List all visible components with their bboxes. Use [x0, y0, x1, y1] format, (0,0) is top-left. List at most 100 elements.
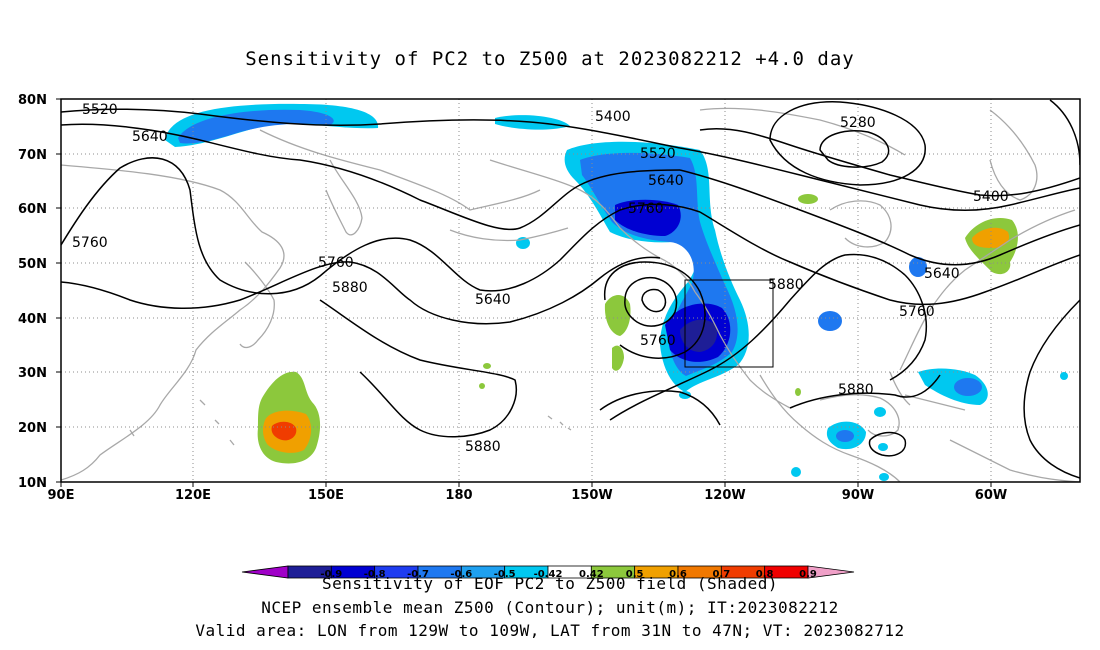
map-plot-area: 5520 5640 5760 5880 5400 5520 5640 5760 …: [61, 99, 1080, 482]
lat-label: 10N: [18, 476, 47, 491]
shade-neg-plume-dark: [615, 199, 681, 236]
lon-label: 90E: [48, 488, 75, 503]
coast-kamchatka: [325, 159, 363, 236]
shade-neg-patch-13: [879, 473, 889, 481]
map-frame: [60, 98, 1081, 483]
coast-mexico: [759, 374, 901, 482]
colorbar: -0.9 -0.8 -0.7 -0.6 -0.5 -0.42 0.42 0.5 0.6 0.7 0.…: [241, 565, 855, 580]
lat-label: 60N: [18, 202, 47, 217]
contour-5640-east: [679, 169, 1080, 266]
colorbar-tick-label: -0.8: [364, 569, 386, 580]
contour-label: 5520: [640, 146, 676, 162]
colorbar-tick-label: 0.6: [669, 569, 687, 580]
coast-siberia: [259, 129, 541, 211]
coast-pacific-islands: [129, 399, 235, 446]
contour-gulf-ring: [868, 431, 907, 457]
coast-greenland: [989, 109, 1038, 201]
contour-5880-east: [609, 253, 906, 421]
contour-5880-mexico: [789, 374, 941, 409]
colorbar-title: Sensitivity of EOF PC2 to Z500 field (Sh…: [322, 574, 778, 593]
shade-neg-patch-10: [791, 467, 801, 477]
shade-neg-patch-9: [878, 443, 888, 451]
contour-5520-west: [61, 108, 681, 149]
shade-pos-patch-2: [483, 363, 491, 369]
lat-label: 70N: [18, 148, 47, 163]
contour-label: 5880: [838, 382, 874, 398]
contour-5880-se: [889, 274, 927, 381]
footer-valid-area: Valid area: LON from 129W to 109W, LAT f…: [195, 621, 905, 640]
shade-neg-patch-8: [874, 407, 886, 417]
valid-area-box: [684, 279, 774, 368]
lon-label: 90W: [842, 488, 874, 503]
lon-label: 180: [445, 488, 472, 503]
contour-5400-ring: [1049, 99, 1080, 166]
colorbar-tick-label: 0.7: [712, 569, 730, 580]
lon-axis: 90E 120E 150E 180 150W 120W 90W 60W: [48, 488, 1008, 503]
contour-5280-low: [769, 101, 926, 186]
footer-contour-info: NCEP ensemble mean Z500 (Contour); unit(…: [261, 598, 839, 617]
contour-5760-west: [61, 157, 701, 295]
colorbar-max-arrow: [807, 565, 855, 579]
colorbar-tick-label: 0.42: [579, 569, 604, 580]
contour-label: 5760: [640, 333, 676, 349]
map-title: Sensitivity of PC2 to Z500 at 2023082212…: [245, 48, 855, 70]
contour-label: 5640: [648, 173, 684, 189]
coast-japan: [239, 261, 275, 349]
shade-pos-offshore: [604, 295, 631, 336]
shade-neg-arctic-mid: [178, 109, 334, 144]
colorbar-tick-label: -0.42: [534, 569, 563, 580]
contour-label: 5640: [132, 129, 168, 145]
lat-label: 50N: [18, 257, 47, 272]
coast-sa: [949, 439, 1080, 482]
contour-label: 5760: [318, 255, 354, 271]
contour-label: 5400: [595, 109, 631, 125]
contour-label-group: 5520 5640 5760 5880 5400 5520 5640 5760 …: [72, 102, 1009, 455]
contour-label: 5400: [973, 189, 1009, 205]
contour-label: 5760: [72, 235, 108, 251]
shade-pos-patch-4: [795, 388, 801, 396]
lat-label: 40N: [18, 312, 47, 327]
contour-5760-east: [699, 211, 1080, 306]
contour-5400-east: [699, 127, 1080, 197]
height-contours: [61, 99, 1080, 479]
contour-label: 5880: [332, 280, 368, 296]
lat-label: 20N: [18, 421, 47, 436]
contour-5280-inner: [819, 130, 890, 168]
shade-neg-patch-7: [836, 430, 854, 442]
colorbar-tick-label: -0.5: [494, 569, 516, 580]
shade-neg-patch-12: [1060, 372, 1068, 380]
contour-low-innermost: [641, 288, 667, 313]
coast-gulf: [819, 394, 900, 437]
coastlines: [61, 107, 1080, 482]
coast-na-east: [899, 209, 1076, 371]
contour-5880-south: [319, 299, 517, 438]
shade-pos-offshore-2: [612, 345, 624, 371]
contour-low-inner: [624, 276, 678, 327]
lat-label: 80N: [18, 93, 47, 108]
lat-axis: 10N 20N 30N 40N 50N 60N 70N 80N: [18, 93, 47, 491]
contour-5520-east: [679, 147, 1080, 211]
contour-label: 5520: [82, 102, 118, 118]
lon-label: 150E: [308, 488, 344, 503]
coast-aleutians: [449, 227, 569, 242]
coast-asia-east: [61, 164, 285, 481]
lat-label: 30N: [18, 366, 47, 381]
contour-5880-central: [599, 390, 721, 426]
contour-5760-low-outer: [604, 261, 706, 359]
coast-alaska: [489, 159, 696, 293]
lon-label: 150W: [571, 488, 612, 503]
contour-label: 5880: [465, 439, 501, 455]
coast-na-west: [694, 291, 791, 409]
shade-neg-patch-5: [954, 378, 982, 396]
shade-pos-atlantic-orange: [972, 227, 1010, 248]
colorbar-tick-label: 0.8: [756, 569, 774, 580]
coast-arctic-islands: [699, 107, 906, 156]
lon-label: 120E: [175, 488, 211, 503]
shade-pos-patch-1: [798, 194, 818, 204]
contour-label: 5640: [475, 292, 511, 308]
lon-label: 60W: [975, 488, 1007, 503]
shade-neg-patch-2: [818, 311, 842, 331]
contour-label: 5760: [899, 304, 935, 320]
colorbar-tick-label: -0.9: [320, 569, 342, 580]
contour-5880-west: [61, 256, 661, 325]
